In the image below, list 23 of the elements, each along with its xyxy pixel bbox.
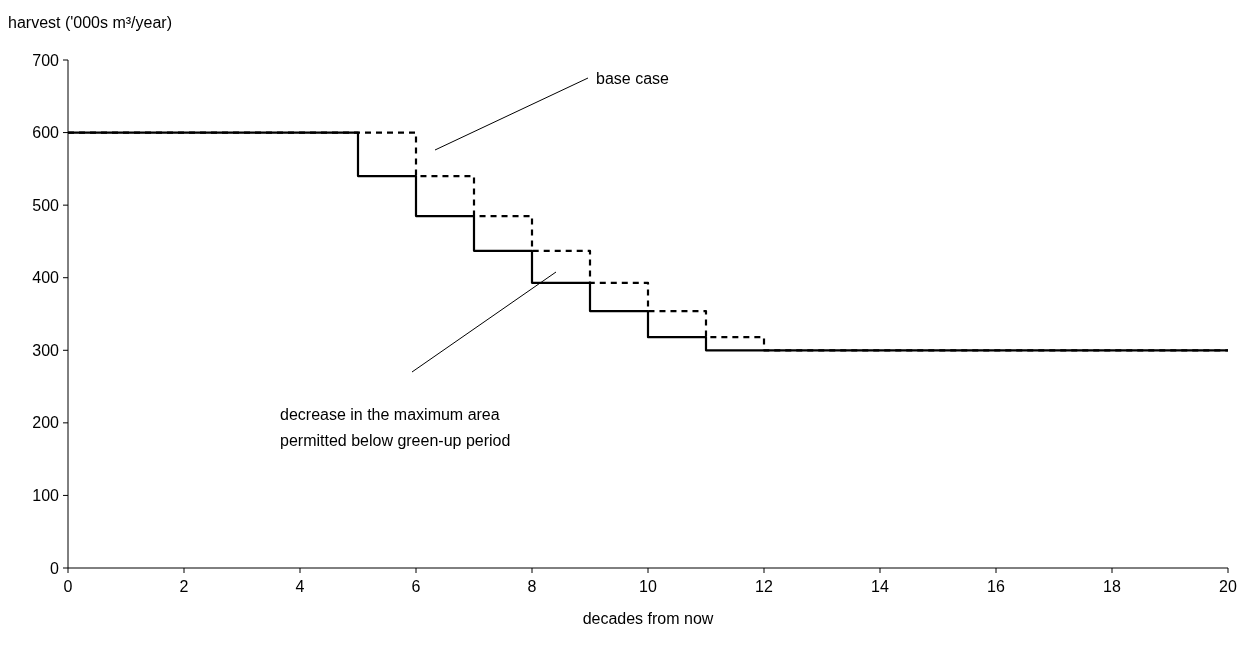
y-tick-label: 100 [32, 487, 60, 505]
x-tick-label: 14 [871, 578, 889, 595]
y-tick-label: 500 [32, 196, 60, 214]
x-tick-label: 18 [1103, 578, 1121, 595]
y-axis-title: harvest ('000s m³/year) [8, 14, 172, 31]
x-tick-label: 20 [1219, 578, 1237, 595]
x-tick-label: 16 [987, 578, 1005, 595]
x-tick-label: 8 [527, 578, 537, 595]
x-tick-label: 12 [755, 578, 773, 595]
x-axis-title: decades from now [582, 610, 714, 627]
x-tick-label: 10 [639, 578, 657, 595]
annotation: decrease in the maximum area permitted below green-up period [280, 406, 511, 449]
y-tick-label: 0 [50, 559, 60, 577]
x-tick-label: 0 [63, 578, 73, 595]
x-tick-label: 2 [179, 578, 189, 595]
y-tick-label: 200 [32, 414, 60, 432]
y-tick-label: 700 [32, 51, 60, 69]
y-tick-label: 300 [32, 341, 60, 359]
y-tick-label: 600 [32, 124, 60, 142]
annotation: base case [596, 70, 670, 87]
x-tick-label: 4 [295, 578, 305, 595]
x-tick-label: 6 [411, 578, 421, 595]
y-tick-label: 400 [32, 269, 60, 287]
